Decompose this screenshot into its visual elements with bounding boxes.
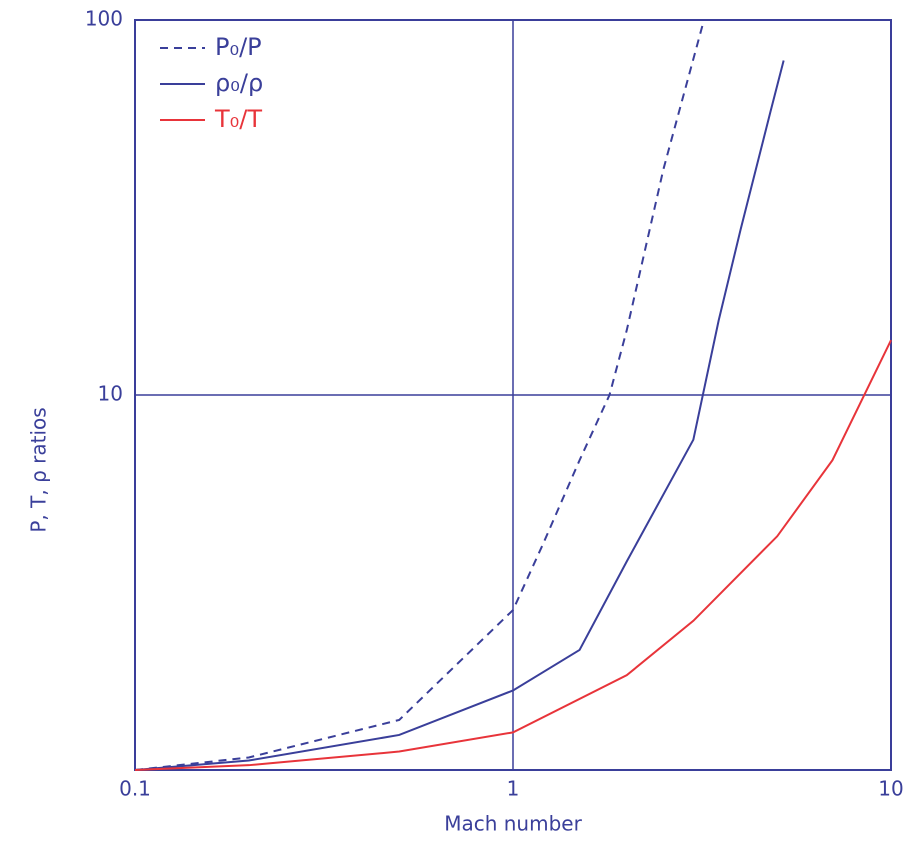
y-tick-label: 100 (85, 7, 123, 31)
x-axis-label: Mach number (444, 812, 582, 836)
legend-label: P₀/P (215, 33, 262, 61)
x-tick-label: 1 (507, 777, 520, 801)
chart: Mach number P, T, ρ ratios 0.1 1 10 10 100 P₀… (0, 0, 909, 845)
legend-label: ρ₀/ρ (215, 69, 263, 97)
y-axis-label: P, T, ρ ratios (27, 407, 51, 532)
x-tick-label: 0.1 (119, 777, 151, 801)
legend-label: T₀/T (214, 105, 262, 133)
x-tick-label: 10 (878, 777, 903, 801)
y-tick-label: 10 (98, 382, 123, 406)
data-line (135, 60, 784, 770)
